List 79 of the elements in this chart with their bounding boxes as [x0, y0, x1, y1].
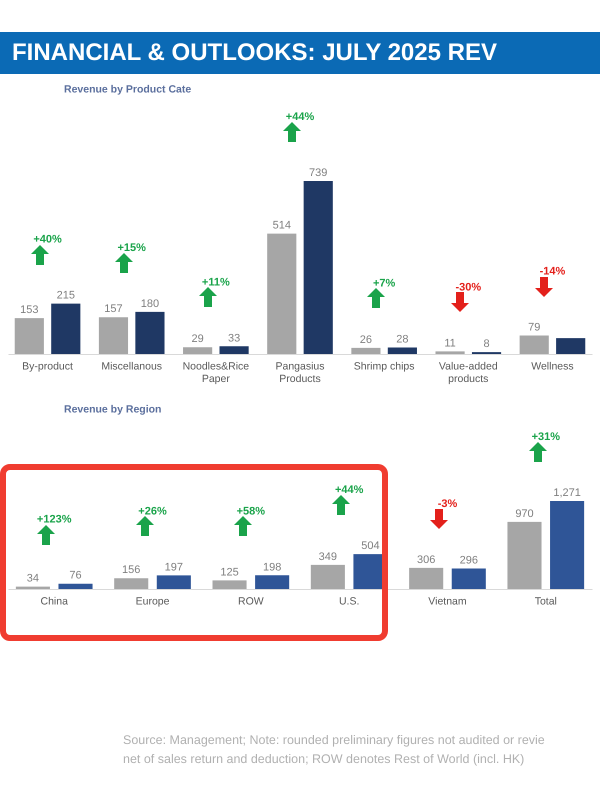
- data-label: 1,271: [553, 487, 581, 499]
- bar: [14, 318, 44, 354]
- data-label: 26: [360, 334, 372, 346]
- data-label: 125: [220, 566, 239, 578]
- data-label: 8: [483, 338, 490, 350]
- x-tick-label: Total: [534, 596, 557, 608]
- x-tick-label: Vietnam: [428, 596, 467, 608]
- annotation: -3%: [438, 498, 458, 510]
- data-label: 215: [56, 290, 75, 302]
- bar: [58, 584, 93, 589]
- bar: [114, 578, 148, 589]
- annotation: -14%: [540, 266, 566, 278]
- bar: [550, 501, 584, 589]
- text: +44%: [334, 484, 364, 496]
- annotation: +11%: [202, 276, 230, 288]
- bar: [520, 336, 549, 354]
- data-label: 739: [309, 167, 328, 179]
- bar: [556, 338, 586, 354]
- data-label: 153: [20, 304, 38, 316]
- data-label: 970: [515, 508, 534, 520]
- chart-title: FINANCIAL & OUTLOOKS: JULY 2025 REV: [0, 32, 600, 74]
- annotation: +7%: [372, 277, 396, 290]
- bar: [435, 351, 465, 354]
- bar: [255, 575, 290, 589]
- bar: [388, 347, 417, 354]
- annotation: +123%: [36, 514, 72, 526]
- x-tick-label: By-product: [22, 360, 74, 372]
- data-label: 349: [318, 550, 338, 563]
- data-label: 514: [272, 220, 291, 232]
- text: net of sales return and deduction; ROW denotes Rest of World (incl. HK): [123, 751, 526, 768]
- bar: [304, 181, 333, 354]
- data-label: 29: [191, 333, 204, 346]
- annotation: -30%: [455, 281, 482, 294]
- data-label: 156: [122, 564, 140, 576]
- data-label: 296: [460, 554, 478, 567]
- x-tick-label: Noodles&Rice Paper: [182, 360, 250, 385]
- text: +31%: [532, 431, 560, 443]
- data-label: 306: [416, 554, 436, 566]
- bar: [267, 234, 296, 354]
- bar: [212, 580, 247, 589]
- data-label: 198: [262, 561, 282, 574]
- bar: [310, 564, 345, 589]
- data-label: 504: [361, 540, 380, 552]
- bar: [219, 346, 249, 354]
- x-tick-label: Shrimp chips: [354, 360, 414, 372]
- data-label: 28: [396, 333, 409, 346]
- text: +44%: [286, 111, 314, 123]
- annotation: +15%: [117, 242, 146, 254]
- data-label: 76: [69, 570, 82, 582]
- x-tick-label: U.S.: [338, 596, 360, 608]
- data-label: 157: [104, 303, 123, 316]
- data-label: 11: [444, 337, 456, 350]
- bar: [409, 568, 444, 589]
- bar: [183, 347, 212, 354]
- bar: [351, 348, 381, 354]
- x-tick-label: Europe: [136, 596, 170, 608]
- data-label: 34: [26, 572, 40, 585]
- bar: [156, 575, 191, 589]
- bar: [507, 522, 542, 589]
- x-tick-label: Pangasius Products: [275, 360, 325, 385]
- data-label: 180: [140, 298, 160, 310]
- x-tick-label: China: [40, 596, 68, 608]
- chart-subtitle: Revenue by Product Cate: [64, 84, 192, 96]
- annotation: +58%: [236, 505, 266, 518]
- bar: [452, 568, 486, 589]
- data-label: 79: [528, 322, 540, 334]
- x-tick-label: Miscellanous: [101, 360, 162, 372]
- x-tick-label: Value-added products: [438, 360, 498, 385]
- bar: [98, 317, 128, 354]
- source-note: Source: Management; Note: rounded preliminary figures not audited or revie: [123, 732, 546, 749]
- x-tick-label: Wellness: [531, 360, 574, 372]
- chart-title: Revenue by Region: [64, 404, 162, 416]
- annotation: +26%: [138, 505, 167, 518]
- data-label: 197: [164, 561, 184, 574]
- annotation: +40%: [33, 234, 62, 246]
- bar: [51, 304, 80, 354]
- data-label: 33: [228, 332, 240, 344]
- x-tick-label: ROW: [238, 596, 264, 608]
- bar: [135, 312, 165, 354]
